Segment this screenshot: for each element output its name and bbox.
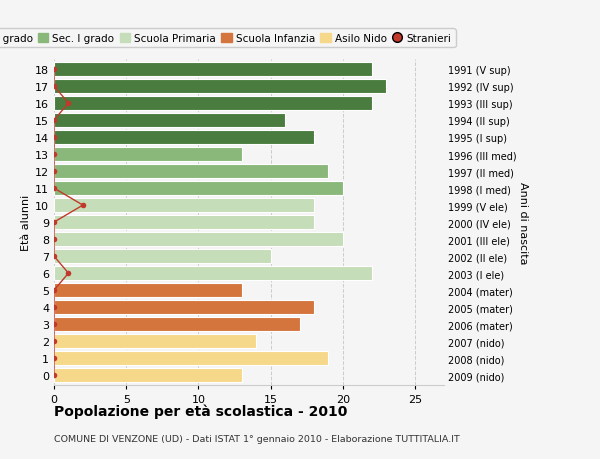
Point xyxy=(49,66,59,73)
Y-axis label: Anni di nascita: Anni di nascita xyxy=(518,181,528,264)
Point xyxy=(49,185,59,192)
Bar xyxy=(54,352,328,365)
X-axis label: Popolazione per età scolastica - 2010
COMUNE DI VENZONE (UD) - Dati ISTAT 1° gen: Popolazione per età scolastica - 2010 CO… xyxy=(0,458,1,459)
Bar xyxy=(54,284,242,297)
Bar xyxy=(54,148,242,162)
Point xyxy=(64,270,73,277)
Point xyxy=(49,83,59,90)
Point xyxy=(49,372,59,379)
Bar xyxy=(54,267,372,280)
Point xyxy=(78,202,88,209)
Point xyxy=(49,219,59,226)
Bar xyxy=(54,250,271,263)
Point xyxy=(49,355,59,362)
Y-axis label: Età alunni: Età alunni xyxy=(21,195,31,251)
Point xyxy=(49,287,59,294)
Bar xyxy=(54,301,314,314)
Point xyxy=(49,253,59,260)
Text: COMUNE DI VENZONE (UD) - Dati ISTAT 1° gennaio 2010 - Elaborazione TUTTITALIA.IT: COMUNE DI VENZONE (UD) - Dati ISTAT 1° g… xyxy=(54,434,460,443)
Bar xyxy=(54,165,328,179)
Bar xyxy=(54,63,372,77)
Point xyxy=(49,338,59,345)
Bar xyxy=(54,182,343,196)
Text: Popolazione per età scolastica - 2010: Popolazione per età scolastica - 2010 xyxy=(54,404,347,419)
Bar xyxy=(54,335,256,348)
Point xyxy=(49,151,59,158)
Point xyxy=(49,321,59,328)
Bar xyxy=(54,131,314,145)
Point xyxy=(49,117,59,124)
Bar xyxy=(54,233,343,246)
Point xyxy=(49,304,59,311)
Bar xyxy=(54,114,285,128)
Bar xyxy=(54,97,372,111)
Point xyxy=(49,134,59,141)
Bar xyxy=(54,80,386,94)
Point xyxy=(49,168,59,175)
Point xyxy=(49,236,59,243)
Bar xyxy=(54,216,314,230)
Bar xyxy=(54,199,314,213)
Point xyxy=(64,100,73,107)
Legend: Sec. II grado, Sec. I grado, Scuola Primaria, Scuola Infanzia, Asilo Nido, Stran: Sec. II grado, Sec. I grado, Scuola Prim… xyxy=(0,29,455,48)
Bar xyxy=(54,318,299,331)
Bar xyxy=(54,369,242,382)
